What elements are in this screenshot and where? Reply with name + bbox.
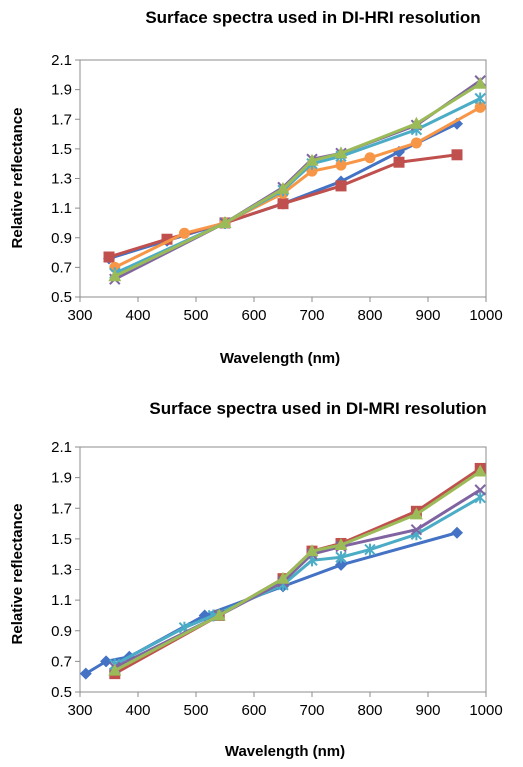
data-point [305, 544, 319, 557]
data-point [306, 165, 318, 177]
data-point [474, 484, 486, 496]
chart-mri-svg: Surface spectra used in DI-MRI resolutio… [9, 399, 503, 760]
y-tick-label: 1.7 [51, 500, 72, 517]
series-triangle [108, 464, 487, 676]
y-tick-label: 1.9 [51, 470, 72, 487]
series-line [114, 97, 481, 275]
x-tick-label: 700 [299, 307, 324, 324]
x-tick-label: 600 [241, 702, 266, 719]
x-axis-label: Wavelength (nm) [220, 350, 340, 367]
y-tick-label: 1.5 [51, 531, 72, 548]
data-point [212, 608, 226, 621]
data-point [393, 156, 405, 168]
y-tick-label: 1.3 [51, 562, 72, 579]
data-point [277, 198, 289, 210]
x-tick-label: 500 [183, 307, 208, 324]
y-tick-label: 1.3 [51, 171, 72, 188]
x-tick-label: 1000 [469, 702, 502, 719]
chart-hri-svg: Surface spectra used in DI-HRI resolutio… [9, 8, 503, 367]
data-point [364, 543, 376, 556]
data-point [410, 523, 423, 536]
y-tick-label: 0.7 [51, 653, 72, 670]
y-tick-label: 0.9 [51, 230, 72, 247]
data-point [79, 667, 92, 680]
data-point [100, 655, 113, 668]
x-tick-label: 300 [67, 702, 92, 719]
data-point [103, 251, 115, 263]
y-tick-label: 2.1 [51, 439, 72, 456]
series-triangle [108, 76, 487, 282]
chart-title: Surface spectra used in DI-MRI resolutio… [149, 399, 486, 418]
y-tick-label: 1.1 [51, 592, 72, 609]
data-point [473, 464, 487, 477]
x-tick-label: 500 [183, 702, 208, 719]
x-tick-label: 800 [357, 307, 382, 324]
x-axis-label: Wavelength (nm) [225, 743, 345, 760]
x-tick-label: 1000 [469, 307, 502, 324]
x-tick-label: 400 [125, 702, 150, 719]
data-point [218, 215, 232, 228]
data-point [335, 551, 347, 564]
y-tick-label: 0.9 [51, 623, 72, 640]
x-tick-label: 300 [67, 307, 92, 324]
x-tick-label: 900 [415, 307, 440, 324]
x-tick-label: 900 [415, 702, 440, 719]
data-point [335, 159, 347, 171]
data-point [161, 233, 173, 245]
y-tick-label: 1.7 [51, 111, 72, 128]
chart-hri: Surface spectra used in DI-HRI resolutio… [9, 8, 503, 367]
data-point [335, 558, 347, 571]
data-point [335, 180, 347, 192]
data-point [178, 227, 190, 239]
x-tick-label: 400 [125, 307, 150, 324]
data-point [276, 571, 290, 584]
data-point [451, 526, 463, 539]
x-tick-label: 700 [299, 702, 324, 719]
x-tick-label: 800 [357, 702, 382, 719]
y-tick-label: 1.1 [51, 200, 72, 217]
y-axis-label: Relative reflectance [9, 504, 26, 645]
data-point [364, 152, 376, 164]
series-line [85, 531, 458, 675]
y-tick-label: 0.5 [51, 684, 72, 701]
y-axis-label: Relative reflectance [9, 108, 26, 249]
data-point [409, 116, 423, 129]
data-point [473, 76, 487, 89]
data-point [410, 137, 422, 149]
data-point [474, 101, 486, 113]
data-point [305, 153, 319, 166]
y-tick-label: 0.7 [51, 259, 72, 276]
data-point [451, 149, 463, 161]
series-star [109, 491, 486, 671]
data-point [409, 507, 423, 520]
chart-mri: Surface spectra used in DI-MRI resolutio… [0, 384, 523, 767]
data-point [108, 269, 122, 282]
y-tick-label: 0.5 [51, 289, 72, 306]
series-circle [109, 101, 486, 273]
data-point [334, 146, 348, 159]
y-tick-label: 2.1 [51, 52, 72, 69]
x-tick-label: 600 [241, 307, 266, 324]
data-point [474, 92, 486, 105]
y-tick-label: 1.5 [51, 141, 72, 158]
chart-title: Surface spectra used in DI-HRI resolutio… [145, 8, 480, 27]
data-point [334, 538, 348, 550]
data-point [276, 181, 290, 194]
data-point [108, 663, 122, 676]
y-tick-label: 1.9 [51, 82, 72, 99]
